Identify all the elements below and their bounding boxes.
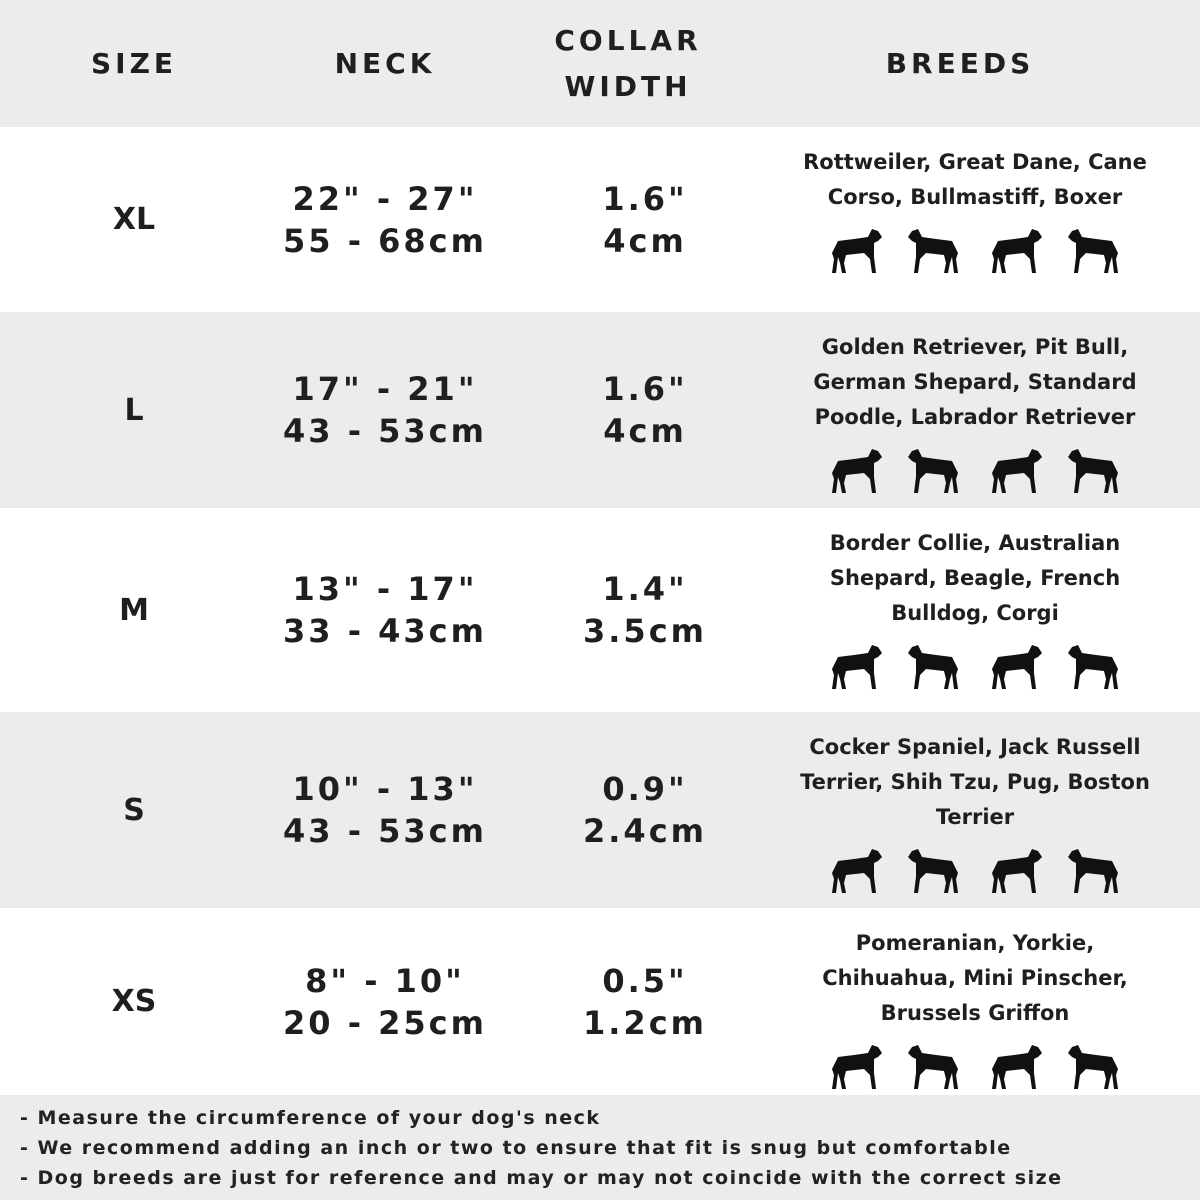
neck-cm: 43 - 53cm bbox=[283, 412, 487, 450]
neck-measure: 17" - 21" 43 - 53cm bbox=[260, 312, 510, 508]
neck-cm: 33 - 43cm bbox=[283, 612, 487, 650]
neck-inches: 13" - 17" bbox=[292, 570, 478, 608]
border-collie-icon bbox=[832, 645, 882, 689]
collar-cm: 1.2cm bbox=[583, 1003, 707, 1042]
pug-icon bbox=[1068, 849, 1118, 893]
collar-width: 1.6" 4cm bbox=[545, 312, 745, 508]
yorkie-icon bbox=[908, 1045, 958, 1089]
rottweiler-icon bbox=[832, 229, 882, 273]
breeds-cell: Golden Retriever, Pit Bull, German Shepa… bbox=[770, 312, 1180, 508]
breeds-cell: Pomeranian, Yorkie, Chihuahua, Mini Pins… bbox=[770, 908, 1180, 1095]
breed-silhouettes bbox=[824, 639, 1126, 697]
beagle-icon bbox=[908, 645, 958, 689]
collar-inches: 1.6" bbox=[602, 179, 688, 218]
terrier-icon bbox=[992, 645, 1042, 689]
breeds-list: Pomeranian, Yorkie, Chihuahua, Mini Pins… bbox=[822, 931, 1128, 1025]
breeds-cell: Rottweiler, Great Dane, Cane Corso, Bull… bbox=[770, 127, 1180, 312]
german-shepherd-icon bbox=[1068, 449, 1118, 493]
header-collar-line2: WIDTH bbox=[564, 69, 692, 103]
size-label: XS bbox=[111, 984, 157, 1019]
neck-measure: 10" - 13" 43 - 53cm bbox=[260, 712, 510, 908]
mini-pinscher-icon bbox=[1068, 1045, 1118, 1089]
neck-cm: 20 - 25cm bbox=[283, 1003, 487, 1042]
header-neck: NECK bbox=[334, 46, 436, 80]
doberman-icon bbox=[992, 229, 1042, 273]
size-label: S bbox=[123, 792, 145, 828]
table-header: SIZE NECK COLLAR WIDTH BREEDS bbox=[0, 0, 1200, 127]
note: - Dog breeds are just for reference and … bbox=[20, 1167, 1063, 1189]
collar-inches: 1.4" bbox=[602, 570, 688, 608]
collar-inches: 0.5" bbox=[602, 961, 688, 1000]
cocker-spaniel-icon bbox=[832, 849, 882, 893]
table-row: XL 22" - 27" 55 - 68cm 1.6" 4cm Rottweil… bbox=[0, 127, 1200, 312]
note: - We recommend adding an inch or two to … bbox=[20, 1137, 1012, 1159]
note: - Measure the circumference of your dog'… bbox=[20, 1107, 601, 1129]
collar-width: 1.4" 3.5cm bbox=[545, 508, 745, 712]
pomeranian-icon bbox=[832, 1045, 882, 1089]
neck-cm: 43 - 53cm bbox=[283, 812, 487, 850]
neck-measure: 8" - 10" 20 - 25cm bbox=[260, 908, 510, 1095]
header-collar-width: COLLAR WIDTH bbox=[528, 0, 728, 127]
jack-russell-icon bbox=[908, 849, 958, 893]
breeds-list: Golden Retriever, Pit Bull, German Shepa… bbox=[813, 335, 1137, 429]
size-label: L bbox=[124, 392, 144, 428]
breed-silhouettes bbox=[824, 223, 1126, 281]
neck-cm: 55 - 68cm bbox=[283, 221, 487, 260]
great-dane-icon bbox=[908, 229, 958, 273]
collar-cm: 4cm bbox=[603, 412, 687, 450]
collar-inches: 1.6" bbox=[602, 370, 688, 408]
neck-measure: 13" - 17" 33 - 43cm bbox=[260, 508, 510, 712]
table-row: XS 8" - 10" 20 - 25cm 0.5" 1.2cm Pomeran… bbox=[0, 908, 1200, 1095]
table-row: L 17" - 21" 43 - 53cm 1.6" 4cm Golden Re… bbox=[0, 312, 1200, 508]
golden-retriever-icon bbox=[832, 449, 882, 493]
table-row: S 10" - 13" 43 - 53cm 0.9" 2.4cm Cocker … bbox=[0, 712, 1200, 908]
size-label: M bbox=[119, 592, 149, 628]
header-collar-line1: COLLAR bbox=[554, 23, 702, 57]
collar-width: 1.6" 4cm bbox=[545, 127, 745, 312]
bullmastiff-icon bbox=[1068, 229, 1118, 273]
breeds-cell: Cocker Spaniel, Jack Russell Terrier, Sh… bbox=[770, 712, 1180, 908]
neck-measure: 22" - 27" 55 - 68cm bbox=[260, 127, 510, 312]
breed-silhouettes bbox=[824, 843, 1126, 901]
chihuahua-icon bbox=[992, 1045, 1042, 1089]
collar-cm: 4cm bbox=[603, 221, 687, 260]
collar-width: 0.9" 2.4cm bbox=[545, 712, 745, 908]
breeds-cell: Border Collie, Australian Shepard, Beagl… bbox=[770, 508, 1180, 712]
breeds-list: Rottweiler, Great Dane, Cane Corso, Bull… bbox=[803, 150, 1147, 209]
table-row: M 13" - 17" 33 - 43cm 1.4" 3.5cm Border … bbox=[0, 508, 1200, 712]
collar-cm: 2.4cm bbox=[583, 812, 707, 850]
labrador-icon bbox=[908, 449, 958, 493]
shih-tzu-icon bbox=[992, 849, 1042, 893]
neck-inches: 17" - 21" bbox=[292, 370, 478, 408]
breeds-list: Cocker Spaniel, Jack Russell Terrier, Sh… bbox=[800, 735, 1150, 829]
notes: - Measure the circumference of your dog'… bbox=[0, 1095, 1200, 1200]
collar-inches: 0.9" bbox=[602, 770, 688, 808]
neck-inches: 8" - 10" bbox=[305, 961, 465, 1000]
collar-width: 0.5" 1.2cm bbox=[545, 908, 745, 1095]
header-breeds: BREEDS bbox=[885, 46, 1035, 80]
neck-inches: 10" - 13" bbox=[292, 770, 478, 808]
size-label: XL bbox=[112, 202, 156, 237]
breed-silhouettes bbox=[824, 1039, 1126, 1097]
collar-cm: 3.5cm bbox=[583, 612, 707, 650]
breeds-list: Border Collie, Australian Shepard, Beagl… bbox=[829, 531, 1121, 625]
poodle-icon bbox=[992, 449, 1042, 493]
header-size: SIZE bbox=[90, 46, 177, 80]
corgi-icon bbox=[1068, 645, 1118, 689]
breed-silhouettes bbox=[824, 443, 1126, 501]
neck-inches: 22" - 27" bbox=[292, 179, 478, 218]
